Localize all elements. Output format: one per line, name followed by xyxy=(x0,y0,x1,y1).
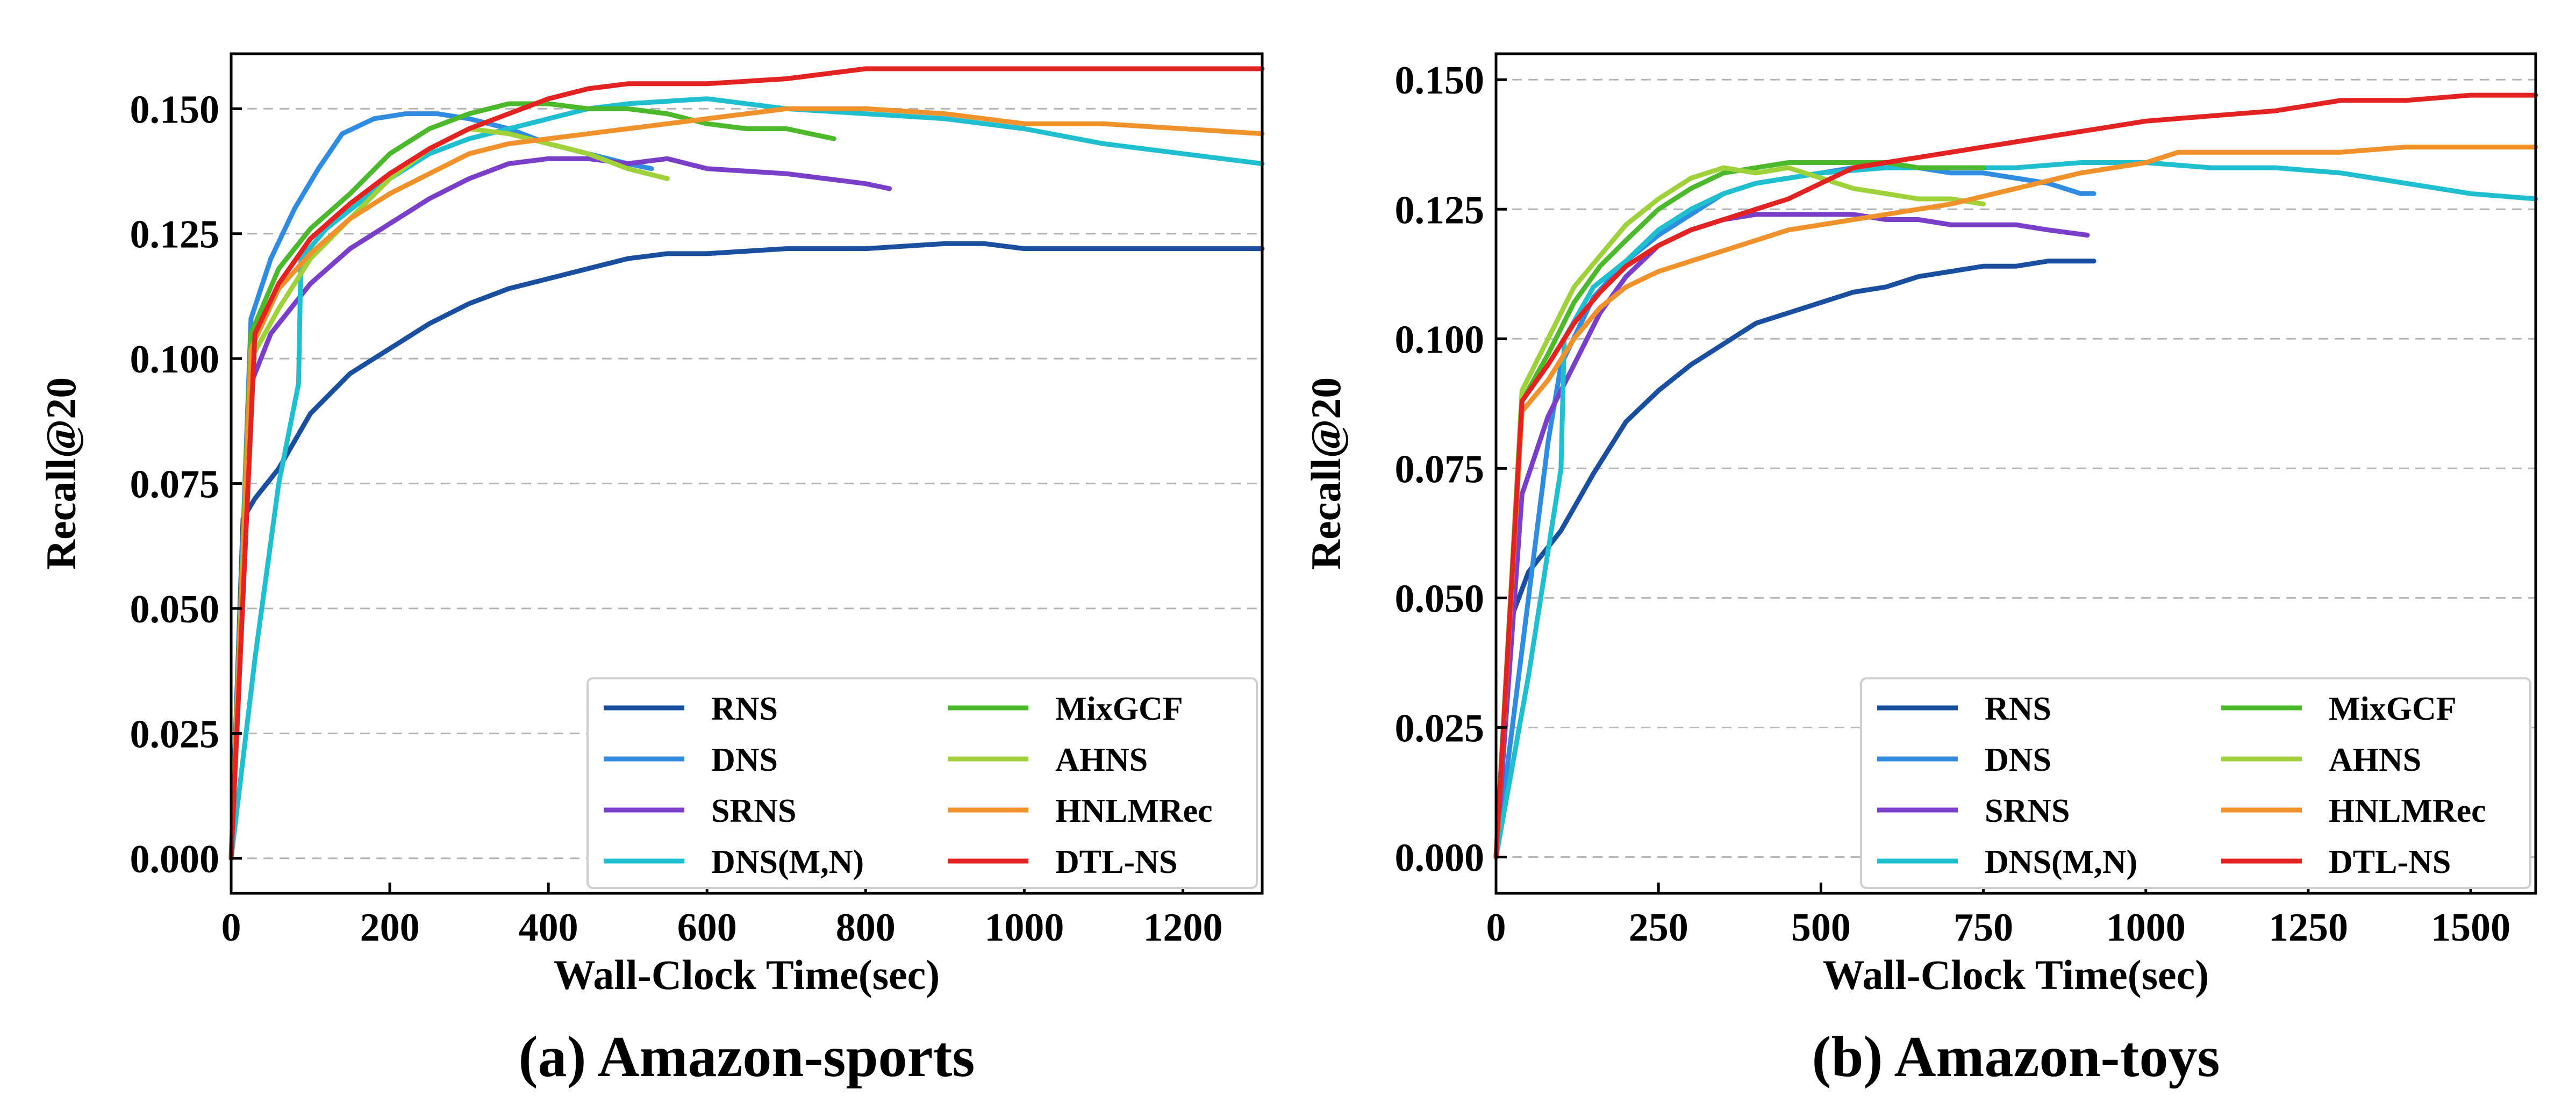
chart-amazon-sports: 0 200 400 600 800 1000 1200 0.000 0.025 0.050 0.07… xyxy=(38,52,1265,1089)
caption-sports: (a) Amazon-sports xyxy=(519,1025,975,1089)
series-line-sports-rns xyxy=(228,241,1265,861)
y-tick-label-sports-2: 0.050 xyxy=(130,587,220,632)
series-line-sports-mixgcf xyxy=(228,101,836,861)
x-tick-label-toys-1: 250 xyxy=(1629,906,1688,950)
tick-labels-toys: 0 250 500 750 1000 1250 1500 0.000 0.025 0.050 0.0… xyxy=(1395,59,2511,950)
x-tick-label-sports-6: 1200 xyxy=(1143,906,1222,950)
x-axis-label-toys: Wall-Clock Time(sec) xyxy=(1823,951,2209,998)
series-line-toys-hnlmrec xyxy=(1493,145,2538,859)
x-tick-label-toys-5: 1250 xyxy=(2269,906,2348,950)
y-tick-label-sports-1: 0.025 xyxy=(130,712,220,756)
legend-label-toys-hnlmrec: HNLMRec xyxy=(2329,793,2486,829)
x-axis-label-sports: Wall-Clock Time(sec) xyxy=(554,951,940,998)
legend-label-toys-rns: RNS xyxy=(1985,691,2051,727)
x-tick-label-sports-3: 600 xyxy=(677,906,737,950)
legend-label-toys-dtl-ns: DTL-NS xyxy=(2329,844,2451,880)
y-tick-label-toys-0: 0.000 xyxy=(1395,836,1485,880)
plot-frame-sports xyxy=(230,52,1264,895)
x-tick-label-toys-4: 1000 xyxy=(2106,906,2186,950)
legend-label-toys-dns: DNS xyxy=(1985,742,2051,778)
x-tick-label-sports-1: 200 xyxy=(360,906,420,950)
y-tick-label-toys-5: 0.125 xyxy=(1395,188,1485,232)
x-tick-label-sports-2: 400 xyxy=(519,906,578,950)
x-tick-label-toys-2: 500 xyxy=(1791,906,1851,950)
series-line-sports-srns xyxy=(228,156,892,861)
y-axis-label-sports: Recall@20 xyxy=(38,377,84,570)
x-tick-label-toys-0: 0 xyxy=(1486,906,1506,950)
y-tick-label-sports-6: 0.150 xyxy=(130,88,220,132)
series-line-toys-dtl-ns xyxy=(1493,92,2538,859)
legend-label-sports-dns: DNS xyxy=(711,742,778,778)
legend-label-sports-ahns: AHNS xyxy=(1055,742,1148,778)
legend-label-toys-mixgcf: MixGCF xyxy=(2329,691,2457,727)
x-tick-label-sports-0: 0 xyxy=(221,906,241,950)
series-line-sports-hnlmrec xyxy=(228,106,1265,861)
legend-label-sports-hnlmrec: HNLMRec xyxy=(1055,793,1213,829)
legend-sports: RNS DNS SRNS DNS(M,N) MixGCF AHNS HNLMRec DTL-N… xyxy=(586,677,1258,889)
x-tick-label-toys-6: 1500 xyxy=(2431,906,2510,950)
series-line-toys-dns-m-n- xyxy=(1493,160,2538,859)
legend-label-sports-dns-m-n-: DNS(M,N) xyxy=(711,844,864,880)
legend-label-toys-dns-m-n-: DNS(M,N) xyxy=(1985,844,2137,880)
legend-label-toys-ahns: AHNS xyxy=(2329,742,2421,778)
series-line-toys-srns xyxy=(1493,212,2090,859)
series-line-toys-mixgcf xyxy=(1493,160,1986,859)
y-tick-label-sports-5: 0.125 xyxy=(130,213,220,257)
y-tick-label-sports-4: 0.100 xyxy=(130,338,220,382)
legend-box-sports xyxy=(586,677,1258,889)
series-line-sports-dtl-ns xyxy=(228,66,1265,861)
legend-box-toys xyxy=(1860,677,2531,889)
y-tick-label-sports-3: 0.075 xyxy=(130,463,220,507)
legend-toys: RNS DNS SRNS DNS(M,N) MixGCF AHNS HNLMRec DTL-N… xyxy=(1860,677,2531,889)
caption-toys: (b) Amazon-toys xyxy=(1812,1025,2220,1089)
series-lines-sports xyxy=(228,66,1265,861)
y-tick-label-toys-2: 0.050 xyxy=(1395,577,1485,621)
x-tick-label-sports-5: 1000 xyxy=(984,906,1064,950)
series-line-toys-rns xyxy=(1493,259,2096,859)
y-tick-label-toys-3: 0.075 xyxy=(1395,447,1485,491)
chart-amazon-toys: 0 250 500 750 1000 1250 1500 0.000 0.025 0.050 0.0… xyxy=(1303,52,2538,1089)
legend-label-sports-rns: RNS xyxy=(711,691,778,727)
legend-label-sports-dtl-ns: DTL-NS xyxy=(1055,844,1177,880)
plot-frame-toys xyxy=(1494,52,2537,895)
y-tick-label-sports-0: 0.000 xyxy=(130,837,220,881)
legend-label-sports-srns: SRNS xyxy=(711,793,797,829)
legend-label-toys-srns: SRNS xyxy=(1985,793,2070,829)
legend-label-sports-mixgcf: MixGCF xyxy=(1055,691,1183,727)
series-line-toys-ahns xyxy=(1493,165,1986,859)
series-line-sports-dns-m-n- xyxy=(228,96,1265,861)
x-tick-label-toys-3: 750 xyxy=(1954,906,2013,950)
x-tick-label-sports-4: 800 xyxy=(836,906,896,950)
y-tick-label-toys-1: 0.025 xyxy=(1395,706,1485,750)
y-tick-label-toys-4: 0.100 xyxy=(1395,318,1485,362)
y-axis-label-toys: Recall@20 xyxy=(1303,377,1349,570)
series-lines-toys xyxy=(1493,92,2538,859)
tick-labels-sports: 0 200 400 600 800 1000 1200 0.000 0.025 0.050 0.07… xyxy=(130,88,1223,950)
y-tick-label-toys-6: 0.150 xyxy=(1395,59,1485,103)
